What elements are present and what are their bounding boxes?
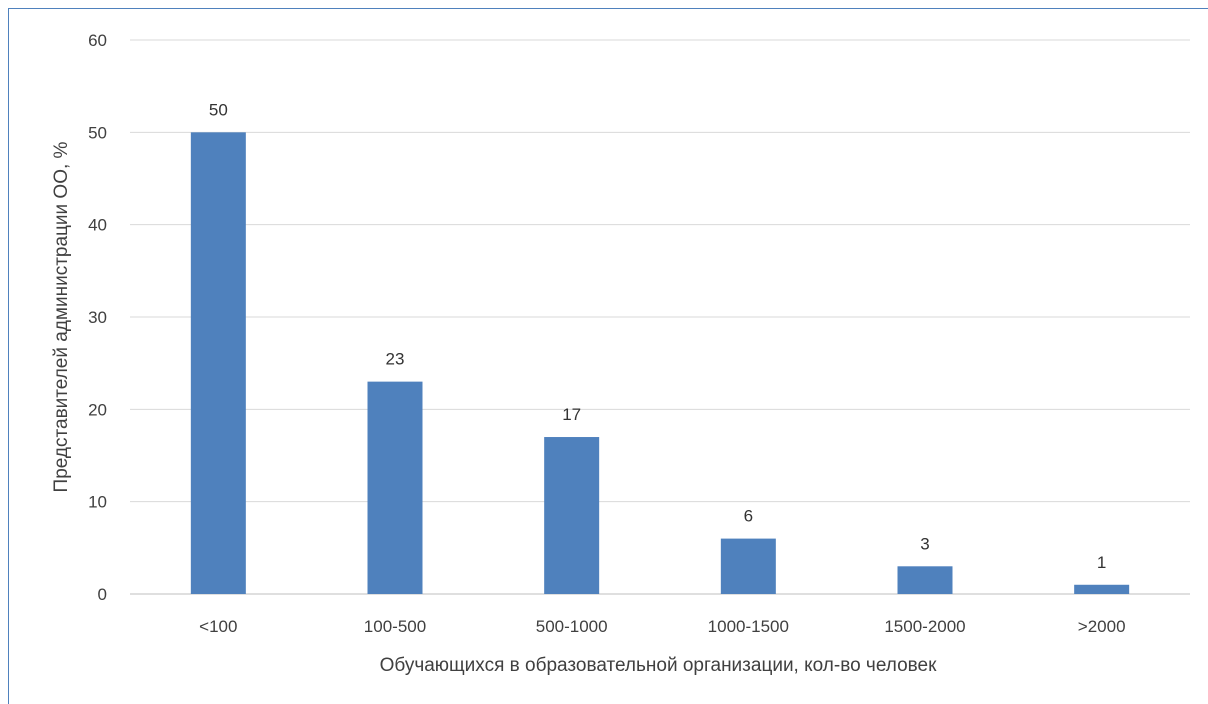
x-axis-tick-labels: <100 100-500 500-1000 1000-1500 1500-2000 >20…	[199, 617, 1125, 636]
bar	[367, 381, 423, 594]
y-tick-label: 30	[88, 308, 107, 327]
data-labels: 50 23 17 6 3 1	[209, 100, 1107, 571]
x-tick-label: <100	[199, 617, 237, 636]
y-tick-label: 60	[88, 31, 107, 50]
data-label: 17	[562, 405, 581, 424]
gridlines	[130, 39, 1190, 595]
bar	[1074, 584, 1130, 594]
x-tick-label: 100-500	[364, 617, 426, 636]
x-axis-title: Обучающихся в образовательной организаци…	[380, 655, 937, 676]
y-tick-label: 20	[88, 400, 107, 419]
data-label: 23	[386, 350, 405, 369]
y-axis-title: Представителей администрации ОО, %	[51, 141, 72, 492]
bar-series	[190, 132, 1130, 595]
bar	[897, 566, 953, 594]
x-tick-label: >2000	[1078, 617, 1126, 636]
y-tick-label: 40	[88, 216, 107, 235]
data-label: 3	[920, 534, 929, 553]
x-tick-label: 1000-1500	[708, 617, 789, 636]
y-tick-label: 50	[88, 123, 107, 142]
x-tick-label: 1500-2000	[884, 617, 965, 636]
y-axis-tick-labels: 0 10 20 30 40 50 60	[88, 31, 107, 604]
data-label: 50	[209, 100, 228, 119]
bar	[720, 538, 776, 594]
data-label: 6	[744, 507, 753, 526]
y-tick-label: 10	[88, 493, 107, 512]
bar	[190, 132, 246, 595]
y-tick-label: 0	[98, 585, 107, 604]
data-label: 1	[1097, 553, 1106, 572]
x-tick-label: 500-1000	[536, 617, 608, 636]
bar	[544, 437, 600, 594]
